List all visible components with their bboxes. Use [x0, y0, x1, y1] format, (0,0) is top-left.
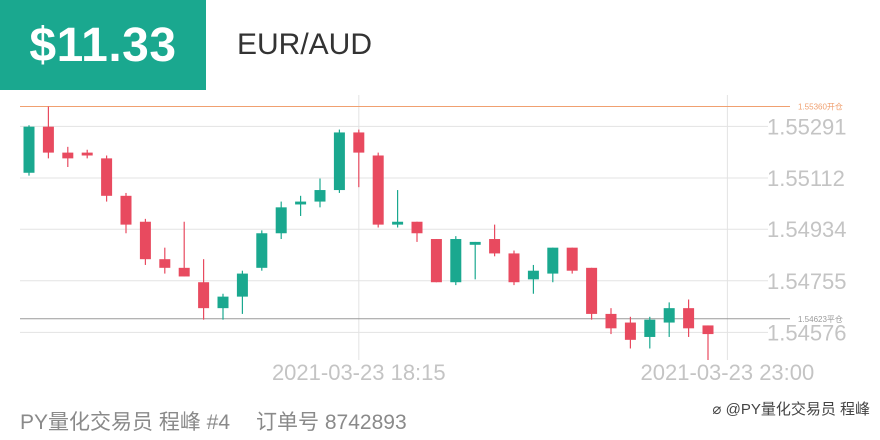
candle-body — [411, 221, 423, 234]
watermark: ⌀ @PY量化交易员 程峰 — [712, 401, 870, 418]
candle-body — [508, 253, 520, 283]
footer: PY量化交易员 程峰 #4 订单号 8742893 — [20, 406, 407, 436]
candle-body — [139, 221, 151, 260]
account-label: PY量化交易员 程峰 #4 — [20, 411, 231, 434]
y-tick-label: 1.54755 — [767, 269, 847, 294]
candle-body — [81, 152, 93, 156]
grid-lines — [20, 95, 768, 360]
candle-body — [295, 201, 307, 205]
y-axis-ticks: 1.55291 1.55112 1.54934 1.54755 1.54576 — [767, 114, 847, 345]
currency-pair-label: EUR/AUD — [237, 28, 373, 61]
candle-body — [120, 195, 132, 225]
order-number: 订单号 8742893 — [256, 411, 407, 434]
candle-body — [256, 233, 268, 268]
profit-badge: $11.33 — [0, 0, 206, 90]
x-tick-label: 2021-03-23 23:00 — [641, 360, 815, 385]
candle-body — [566, 247, 578, 271]
candle-body — [683, 308, 695, 329]
candle-body — [469, 241, 481, 245]
x-tick-label: 2021-03-23 18:15 — [272, 360, 446, 385]
candle-body — [198, 282, 210, 309]
y-tick-label: 1.55112 — [767, 166, 845, 191]
candles — [23, 106, 714, 360]
candle-body — [178, 267, 190, 277]
x-axis-labels: 2021-03-23 18:15 2021-03-23 23:00 — [272, 360, 814, 385]
open-price-label: 1.55360开仓 — [798, 102, 843, 112]
candle-body — [450, 239, 462, 283]
candle-body — [527, 270, 539, 280]
candle-body — [663, 308, 675, 323]
candle-body — [62, 152, 74, 159]
candle-body — [547, 247, 559, 274]
candle-body — [605, 313, 617, 329]
y-tick-label: 1.55291 — [767, 114, 847, 139]
y-tick-label: 1.54576 — [767, 320, 847, 345]
candle-body — [101, 158, 113, 196]
y-tick-label: 1.54934 — [767, 217, 847, 242]
candle-body — [23, 126, 35, 173]
reference-lines: 1.55360开仓 1.54623平仓 — [20, 102, 843, 324]
candle-body — [489, 239, 501, 254]
candle-body — [392, 221, 404, 225]
candle-body — [159, 259, 171, 268]
candle-body — [372, 155, 384, 225]
candle-body — [42, 126, 54, 153]
candle-body — [586, 267, 598, 314]
candle-body — [353, 132, 365, 153]
candle-body — [275, 207, 287, 234]
candle-body — [430, 239, 442, 283]
close-price-label: 1.54623平仓 — [798, 314, 843, 324]
candle-body — [702, 325, 714, 335]
candle-body — [236, 273, 248, 297]
candle-body — [644, 319, 656, 337]
candle-body — [314, 190, 326, 202]
candle-body — [333, 132, 345, 191]
candle-body — [624, 322, 636, 340]
candle-body — [217, 296, 229, 309]
